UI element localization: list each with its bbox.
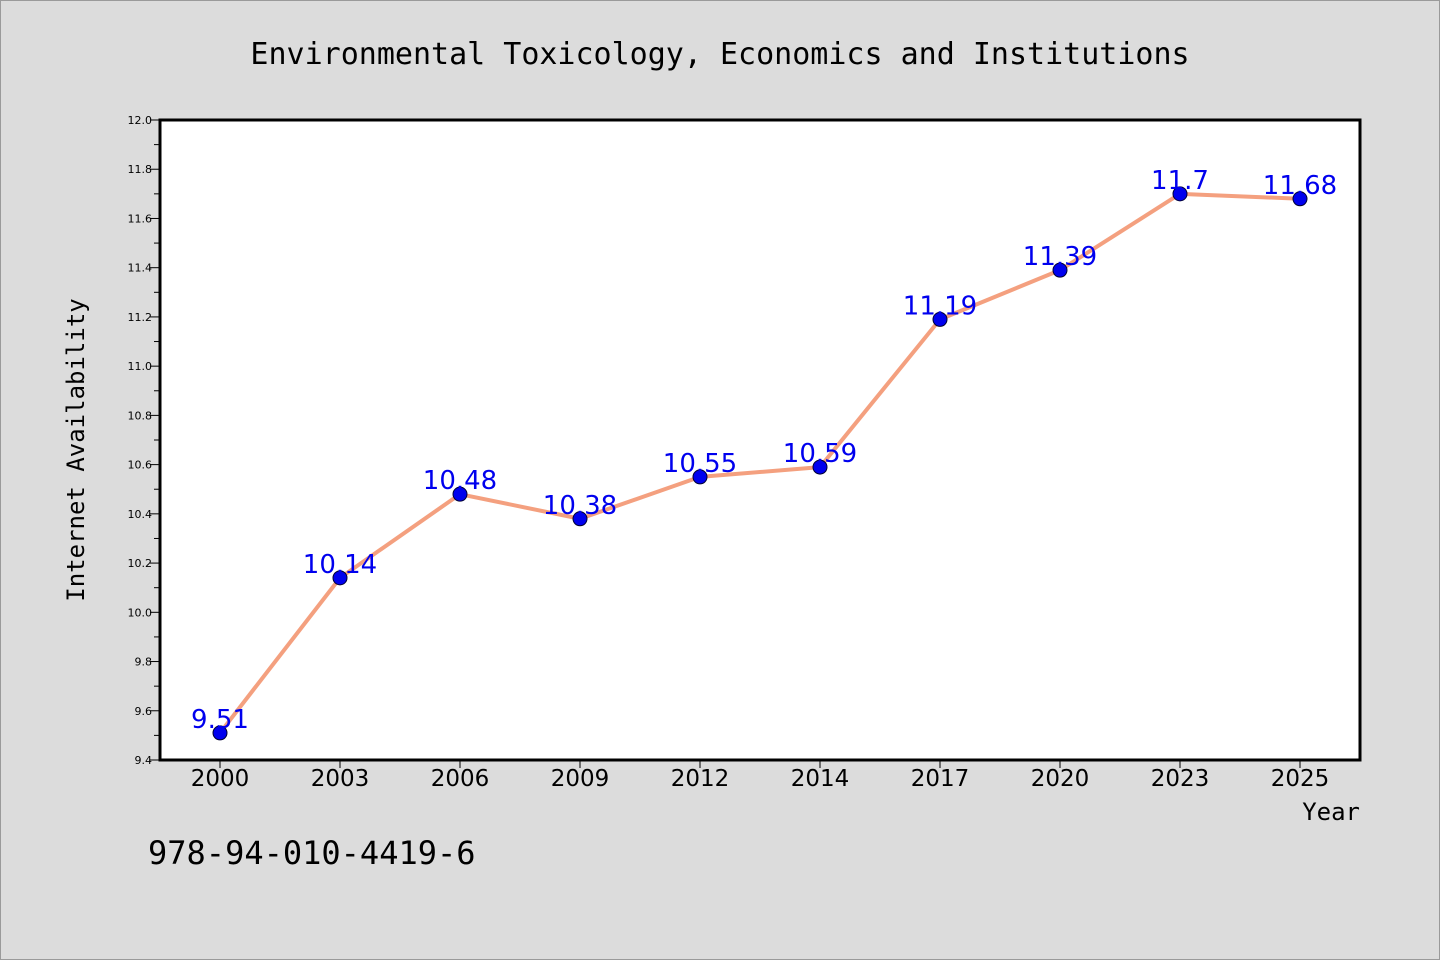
data-point xyxy=(1172,186,1188,202)
y-tick-label: 11.8 xyxy=(128,163,153,176)
y-tick-label: 9.4 xyxy=(135,754,153,767)
y-tick-label: 11.0 xyxy=(128,360,153,373)
data-label: 11.7 xyxy=(1151,166,1209,196)
data-point xyxy=(332,570,348,586)
data-labels: 9.51 10.14 10.48 10.38 10.55 10.59 11.19 11.39 1… xyxy=(191,166,1337,735)
data-point xyxy=(1052,262,1068,278)
chart-title: Environmental Toxicology, Economics and … xyxy=(250,37,1189,72)
data-point xyxy=(1292,191,1308,207)
x-tick-label: 2006 xyxy=(431,766,490,792)
y-axis-title: Internet Availability xyxy=(62,298,90,601)
data-label: 10.14 xyxy=(303,550,377,580)
plot-area xyxy=(158,118,1362,762)
y-axis: 9.4 9.6 9.8 10.0 10.2 10.4 10.6 10.8 11.0 11.2 11.… xyxy=(128,114,160,767)
series-line xyxy=(218,191,1301,735)
data-label: 11.19 xyxy=(903,291,977,321)
x-tick-label: 2014 xyxy=(791,766,850,792)
data-point xyxy=(932,311,948,327)
x-tick-label: 2000 xyxy=(191,766,250,792)
data-label: 10.38 xyxy=(543,491,617,521)
data-label: 11.68 xyxy=(1263,171,1337,201)
x-tick-label: 2025 xyxy=(1271,766,1330,792)
y-tick-label: 10.6 xyxy=(128,459,153,472)
x-tick-label: 2017 xyxy=(911,766,970,792)
y-tick-label: 10.8 xyxy=(128,409,153,422)
y-tick-label: 11.4 xyxy=(128,262,153,275)
y-tick-label: 11.2 xyxy=(128,311,153,324)
y-tick-label: 12.0 xyxy=(128,114,153,127)
x-tick-label: 2023 xyxy=(1151,766,1210,792)
x-axis-title: Year xyxy=(1302,798,1360,826)
data-point xyxy=(212,725,228,741)
x-tick-label: 2009 xyxy=(551,766,610,792)
y-tick-label: 9.6 xyxy=(135,705,153,718)
data-point xyxy=(572,511,588,527)
y-tick-label: 10.2 xyxy=(128,557,153,570)
y-tick-label: 10.4 xyxy=(128,508,153,521)
x-tick-label: 2003 xyxy=(311,766,370,792)
x-tick-label: 2020 xyxy=(1031,766,1090,792)
data-point xyxy=(692,469,708,485)
data-label: 10.55 xyxy=(663,449,737,479)
data-label: 10.59 xyxy=(783,439,857,469)
series-layer xyxy=(212,186,1308,741)
y-tick-label: 11.6 xyxy=(128,212,153,225)
y-tick-label: 9.8 xyxy=(135,656,153,669)
data-point xyxy=(452,486,468,502)
data-label: 11.39 xyxy=(1023,242,1097,272)
x-tick-label: 2012 xyxy=(671,766,730,792)
y-tick-label: 10.0 xyxy=(128,606,153,619)
data-label: 9.51 xyxy=(191,705,249,735)
data-label: 10.48 xyxy=(423,466,497,496)
data-point xyxy=(812,459,828,475)
x-axis: 2000 2003 2006 2009 2012 2014 2017 2020 2023 2025 xyxy=(191,760,1330,792)
footer-text: 978-94-010-4419-6 xyxy=(148,834,476,872)
